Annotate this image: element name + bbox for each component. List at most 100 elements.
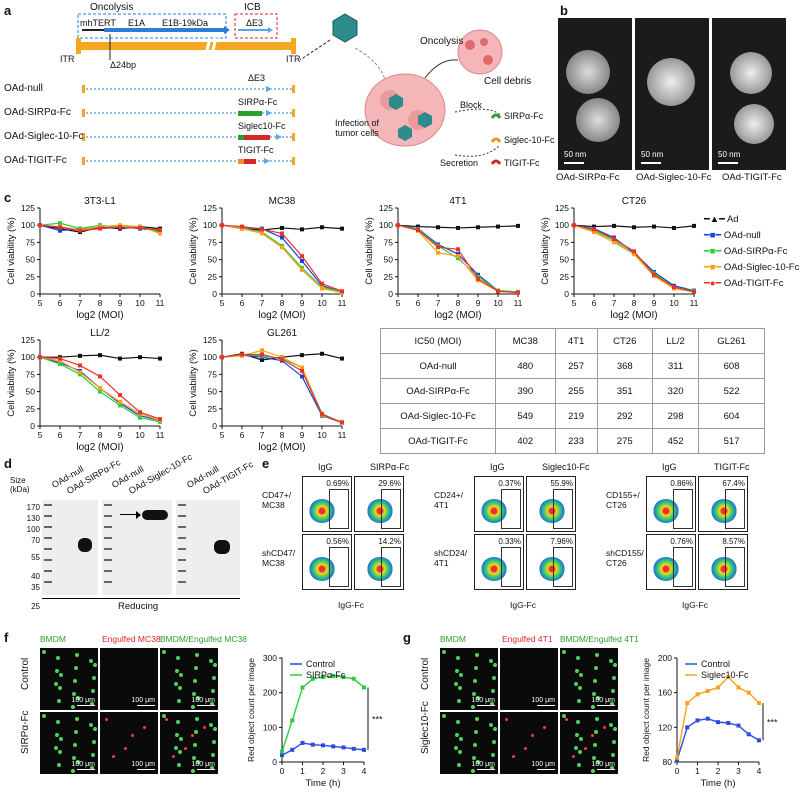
panel-label-b: b <box>560 3 568 18</box>
flow-percent: 14.2% <box>378 537 401 546</box>
data-point <box>685 701 690 706</box>
x-tick-label: 11 <box>338 430 347 440</box>
flow-plot: 0.69% <box>302 476 352 532</box>
data-point <box>260 352 264 357</box>
data-point <box>436 245 440 250</box>
panel-label-a: a <box>4 3 12 18</box>
table-row: OAd-null 480 257 368 311 608 <box>380 353 765 379</box>
flow-density <box>309 557 335 581</box>
data-point <box>705 716 710 721</box>
data-point <box>98 224 102 229</box>
tem-caption-3: OAd-TIGIT-Fc <box>722 172 782 183</box>
data-point <box>396 223 400 228</box>
flow-gate <box>725 489 745 529</box>
x-tick-label: 10 <box>135 430 145 440</box>
flow-row-label: shCD24/ 4T1 <box>434 548 468 568</box>
ic50-col: 4T1 <box>554 328 598 354</box>
data-point <box>118 225 122 230</box>
micro-scale: 100 μm <box>531 761 556 768</box>
genome-schematic <box>76 13 503 165</box>
flow-x-axis-label: IgG-Fc <box>338 600 364 610</box>
ic50-cell: OAd-Siglec-10-Fc <box>380 403 496 429</box>
data-point <box>118 399 122 404</box>
y-tick-label: 125 <box>379 203 393 213</box>
chart-title: CT26 <box>622 196 647 207</box>
data-point <box>310 742 315 747</box>
insert-sirpa: SIRPα-Fc <box>238 97 278 107</box>
y-tick-label: 120 <box>658 722 672 732</box>
x-tick-label: 11 <box>690 298 699 308</box>
data-point <box>716 685 720 690</box>
tem-scale-1: 50 nm <box>564 150 587 159</box>
construct-oad-null: OAd-null <box>4 83 43 94</box>
y-tick-label: 75 <box>208 369 218 379</box>
panel-label-c: c <box>4 190 12 205</box>
viability-chart: 4T1 0 25 50 75 100 125 5 6 7 8 9 10 11 log2 (MOI) Cell … <box>364 196 523 321</box>
x-tick-label: 9 <box>300 430 305 440</box>
data-point <box>260 348 264 353</box>
mhtert-label: mhTERT <box>80 18 116 28</box>
data-point <box>592 224 596 229</box>
ic50-cell: OAd-SIRPα-Fc <box>380 378 496 404</box>
data-point <box>726 675 731 680</box>
series-line <box>676 717 760 761</box>
flow-gate <box>329 489 349 529</box>
flow-plot: 7.96% <box>526 534 576 590</box>
tem-image-tigit: 50 nm <box>712 18 786 170</box>
significance-stars: *** <box>372 715 383 725</box>
flow-percent: 0.37% <box>498 479 521 488</box>
ic50-cell: 233 <box>554 428 598 454</box>
data-point <box>456 252 460 257</box>
data-point <box>78 353 82 358</box>
x-tick-label: 6 <box>240 298 245 308</box>
flow-col-header: IgG <box>662 462 677 472</box>
y-tick-label: 50 <box>26 255 36 265</box>
x-axis-label: log2 (MOI) <box>434 310 481 321</box>
ic50-cell: 480 <box>495 353 556 379</box>
data-point <box>632 249 636 254</box>
micro-image: 100 μm <box>40 712 98 774</box>
y-axis-label: Cell viability (%) <box>540 217 551 285</box>
x-tick-label: 0 <box>675 766 680 776</box>
ic50-col: CT26 <box>596 328 653 354</box>
x-tick-label: 5 <box>396 298 401 308</box>
data-point <box>118 356 122 361</box>
data-point <box>757 738 761 743</box>
oncolysis-label: Oncolysis <box>90 2 134 13</box>
x-tick-label: 10 <box>135 298 145 308</box>
schematic-tigit: TIGIT-Fc <box>504 158 540 168</box>
flow-percent: 0.33% <box>498 537 521 546</box>
micro-col-header: BMDM/Engulfed 4T1 <box>560 634 639 644</box>
legend-item-oad-sirpa: ━■━ OAd-SIRPα-Fc <box>704 246 788 257</box>
legend-item-ad: ━▲━ Ad <box>704 214 739 225</box>
data-point <box>98 353 102 358</box>
y-tick-label: 200 <box>263 688 277 698</box>
data-point <box>351 746 356 751</box>
y-tick-label: 160 <box>658 688 672 698</box>
data-point <box>351 676 356 681</box>
data-point <box>138 413 142 418</box>
data-point <box>78 363 82 368</box>
data-point <box>260 231 264 236</box>
data-point <box>320 351 324 356</box>
x-tick-label: 1 <box>695 766 700 776</box>
legend-label: Control <box>701 659 730 669</box>
engulfment-chart-g: 80 120 160 200 0 1 2 3 4 Time (h) Red object count… <box>641 653 778 789</box>
y-tick-label: 125 <box>21 335 35 345</box>
data-point <box>138 415 142 420</box>
data-point <box>300 685 305 690</box>
data-point <box>240 226 244 231</box>
ic50-cell: 292 <box>596 403 653 429</box>
legend-label: Siglec10-Fc <box>701 670 749 680</box>
y-tick-label: 75 <box>208 237 218 247</box>
flow-col-header: IgG <box>490 462 505 472</box>
y-tick-label: 125 <box>21 203 35 213</box>
ic50-cell: 452 <box>651 428 700 454</box>
data-point <box>692 289 696 294</box>
data-point <box>612 240 616 245</box>
e1a-label: E1A <box>128 18 146 28</box>
flow-density <box>367 557 393 581</box>
tem-caption-2: OAd-Siglec-10-Fc <box>636 172 712 183</box>
table-row: OAd-SIRPα-Fc 390 255 351 320 522 <box>380 378 765 404</box>
data-point <box>98 389 102 394</box>
